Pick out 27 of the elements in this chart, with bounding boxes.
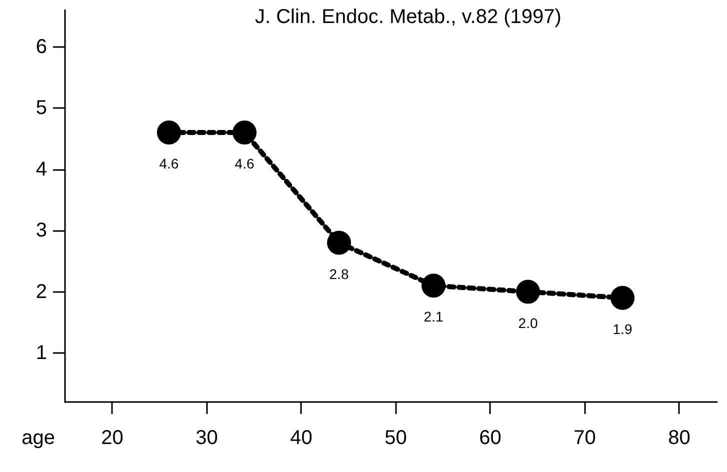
chart-title: J. Clin. Endoc. Metab., v.82 (1997) <box>255 6 562 28</box>
point <box>422 274 446 298</box>
point <box>232 120 257 144</box>
y-tick-label: 3 <box>36 220 47 242</box>
data-label: 2.8 <box>329 266 349 282</box>
x-tick-label: 40 <box>290 427 312 449</box>
x-tick-label: 60 <box>479 427 502 449</box>
point <box>516 280 540 304</box>
x-axis-title: age <box>22 427 55 449</box>
x-tick-label: 70 <box>574 427 596 449</box>
point <box>610 286 635 310</box>
y-tick-label: 4 <box>36 158 47 180</box>
data-label: 4.6 <box>234 156 254 172</box>
y-tick-label: 2 <box>36 280 47 303</box>
data-label: 1.9 <box>612 320 632 337</box>
point <box>156 120 181 144</box>
x-tick-label: 80 <box>668 427 690 449</box>
point <box>327 230 352 255</box>
data-label: 2.0 <box>518 314 538 331</box>
data-label: 4.6 <box>159 156 179 172</box>
y-tick-label: 6 <box>36 36 47 58</box>
y-tick-label: 1 <box>36 342 47 364</box>
x-tick-label: 50 <box>384 427 407 449</box>
x-tick-label: 30 <box>196 427 218 449</box>
data-label: 2.1 <box>424 308 444 325</box>
y-tick-label: 5 <box>36 97 47 119</box>
x-tick-label: 20 <box>101 427 124 449</box>
